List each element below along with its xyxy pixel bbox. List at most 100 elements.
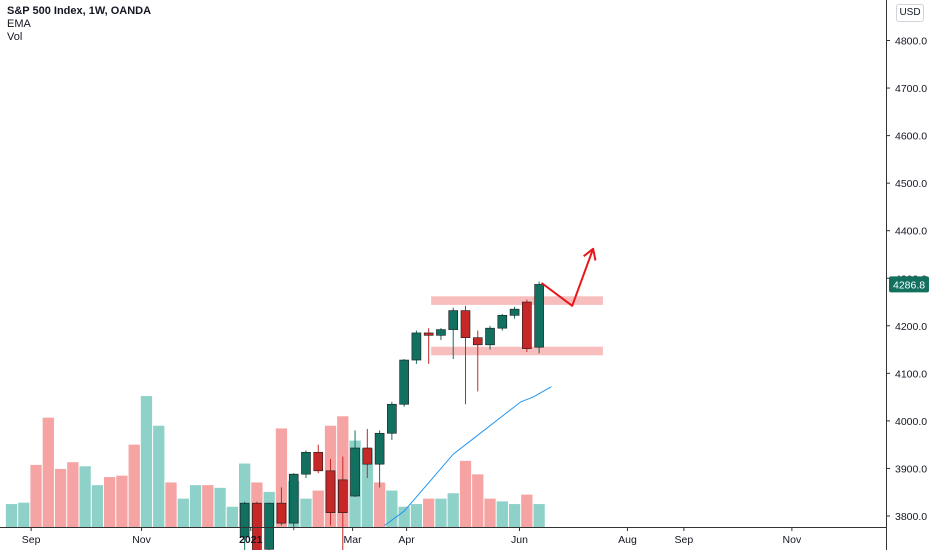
volume-bar xyxy=(165,482,177,527)
y-tick-label: 4500.0 xyxy=(895,178,927,190)
volume-bar xyxy=(521,494,533,527)
x-tick-label: Mar xyxy=(344,534,363,546)
volume-bar xyxy=(79,466,91,527)
volume-bar xyxy=(373,482,386,527)
volume-bar xyxy=(54,468,67,527)
last-price-label: 4286.8 xyxy=(893,279,925,291)
time-axis[interactable]: Sep Nov 2021 Mar Apr Jun Aug Sep Nov xyxy=(0,527,886,546)
volume-bar xyxy=(177,498,189,527)
x-tick-label: Apr xyxy=(398,534,415,546)
candle-body xyxy=(423,332,434,336)
candle xyxy=(399,359,409,407)
candle-body xyxy=(350,447,360,497)
candle xyxy=(276,487,287,526)
volume-bar xyxy=(300,498,312,527)
candle xyxy=(337,456,348,550)
y-tick-label: 4400.0 xyxy=(895,226,927,238)
y-tick-label: 4700.0 xyxy=(895,83,927,95)
candle-body xyxy=(509,308,520,316)
volume-bar xyxy=(361,448,373,527)
y-tick-label: 3900.0 xyxy=(895,463,927,475)
last-price-bg xyxy=(889,276,929,293)
candle-body xyxy=(313,451,324,472)
candle xyxy=(387,401,397,440)
candle xyxy=(460,305,471,405)
legend-vol[interactable]: Vol xyxy=(7,31,23,43)
candle-body xyxy=(522,301,532,349)
volume-bars xyxy=(5,396,545,527)
candle xyxy=(509,306,520,319)
price-zone xyxy=(431,296,603,305)
volume-bar xyxy=(496,501,508,527)
candle-body xyxy=(497,315,508,329)
candle xyxy=(436,328,446,341)
volume-bar xyxy=(398,506,410,527)
y-tick-label: 4000.0 xyxy=(895,416,927,428)
price-axis[interactable]: 3800.03900.04000.04100.04200.04300.04400… xyxy=(886,0,929,550)
candle xyxy=(325,458,336,526)
candle xyxy=(288,473,299,531)
candle-body xyxy=(288,473,299,524)
volume-bar xyxy=(386,490,398,527)
candle xyxy=(485,325,495,350)
candle xyxy=(362,428,373,478)
y-tick-label: 4600.0 xyxy=(895,131,927,143)
x-tick-label: Sep xyxy=(675,534,694,546)
candle-body xyxy=(411,332,422,361)
currency-button[interactable]: USD xyxy=(896,4,924,22)
candle xyxy=(264,502,274,550)
candle-body xyxy=(485,327,495,346)
y-tick-label: 4800.0 xyxy=(895,36,927,48)
legend-title[interactable]: S&P 500 Index, 1W, OANDA xyxy=(7,5,152,17)
volume-bar xyxy=(533,504,545,527)
x-tick-label: Nov xyxy=(783,534,802,546)
volume-bar xyxy=(30,464,42,527)
legend-ema[interactable]: EMA xyxy=(7,18,31,30)
x-tick-label: Jun xyxy=(511,534,528,546)
ema-polyline xyxy=(384,386,552,526)
candle xyxy=(313,444,324,474)
candle-body xyxy=(448,310,459,330)
y-tick-label: 4100.0 xyxy=(895,368,927,380)
candle xyxy=(411,330,422,364)
y-tick-label: 4200.0 xyxy=(895,321,927,333)
volume-bar xyxy=(116,475,128,527)
volume-bar xyxy=(508,504,521,527)
x-tick-label: 2021 xyxy=(239,534,263,546)
volume-bar xyxy=(91,485,104,527)
candle-body xyxy=(239,502,250,538)
volume-bar xyxy=(42,417,54,527)
volume-bar xyxy=(238,463,251,527)
volume-bar xyxy=(447,493,459,527)
candle-body xyxy=(301,451,311,475)
price-zone xyxy=(431,346,603,356)
candle xyxy=(301,450,311,478)
arrow-line xyxy=(541,248,595,307)
arrow-head xyxy=(583,247,597,261)
volume-bar xyxy=(472,474,484,527)
volume-bar xyxy=(104,477,116,527)
volume-bar xyxy=(202,485,214,527)
candle-body xyxy=(337,479,348,513)
candle xyxy=(534,281,544,354)
volume-bar xyxy=(275,428,288,527)
candle xyxy=(374,430,385,488)
candle-body xyxy=(276,502,287,524)
volume-bar xyxy=(128,444,140,527)
candle-body xyxy=(460,310,471,338)
volume-bar xyxy=(189,485,202,527)
candle xyxy=(350,430,360,497)
candle-body xyxy=(436,329,446,336)
last-price-tag: 4286.8 xyxy=(889,276,929,293)
candle-body xyxy=(399,359,409,405)
y-tick-label: 3800.0 xyxy=(895,511,927,523)
volume-bar xyxy=(5,504,18,527)
volume-bar xyxy=(153,425,165,527)
x-tick-label: Aug xyxy=(618,534,637,546)
candle-body xyxy=(362,447,373,465)
x-tick-label: Nov xyxy=(132,534,151,546)
volume-bar xyxy=(484,498,496,527)
ema-line xyxy=(384,386,552,526)
x-tick-label: Sep xyxy=(22,534,41,546)
